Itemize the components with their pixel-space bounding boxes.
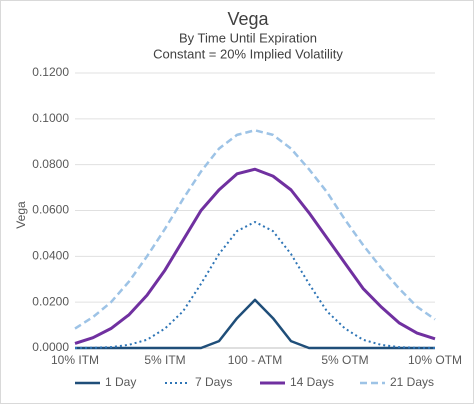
x-tick-label: 5% ITM xyxy=(144,353,185,367)
y-tick-label: 0.0800 xyxy=(32,157,69,171)
series-line xyxy=(74,129,436,330)
x-tick-label: 5% OTM xyxy=(321,353,368,367)
y-tick-label: 0.0200 xyxy=(32,294,69,308)
y-axis-label: Vega xyxy=(14,201,28,229)
y-tick-label: 0.0400 xyxy=(32,249,69,263)
x-tick-label: 10% ITM xyxy=(51,353,99,367)
series-line xyxy=(75,298,435,350)
legend-label: 1 Day xyxy=(105,375,136,389)
y-tick-label: 0.0000 xyxy=(32,340,69,354)
y-tick-label: 0.1000 xyxy=(32,111,69,125)
chart-subtitle: By Time Until Expiration xyxy=(179,30,317,45)
legend-label: 7 Days xyxy=(195,375,232,389)
x-tick-label: 100 - ATM xyxy=(228,353,282,367)
chart-title: Vega xyxy=(227,9,269,29)
legend-label: 14 Days xyxy=(290,375,334,389)
y-tick-label: 0.0600 xyxy=(32,203,69,217)
series-line xyxy=(74,167,436,345)
chart-subtitle: Constant = 20% Implied Volatility xyxy=(153,46,343,61)
x-tick-label: 10% OTM xyxy=(408,353,462,367)
y-tick-label: 0.1200 xyxy=(32,65,69,79)
legend-label: 21 Days xyxy=(390,375,434,389)
series-line xyxy=(74,220,436,349)
